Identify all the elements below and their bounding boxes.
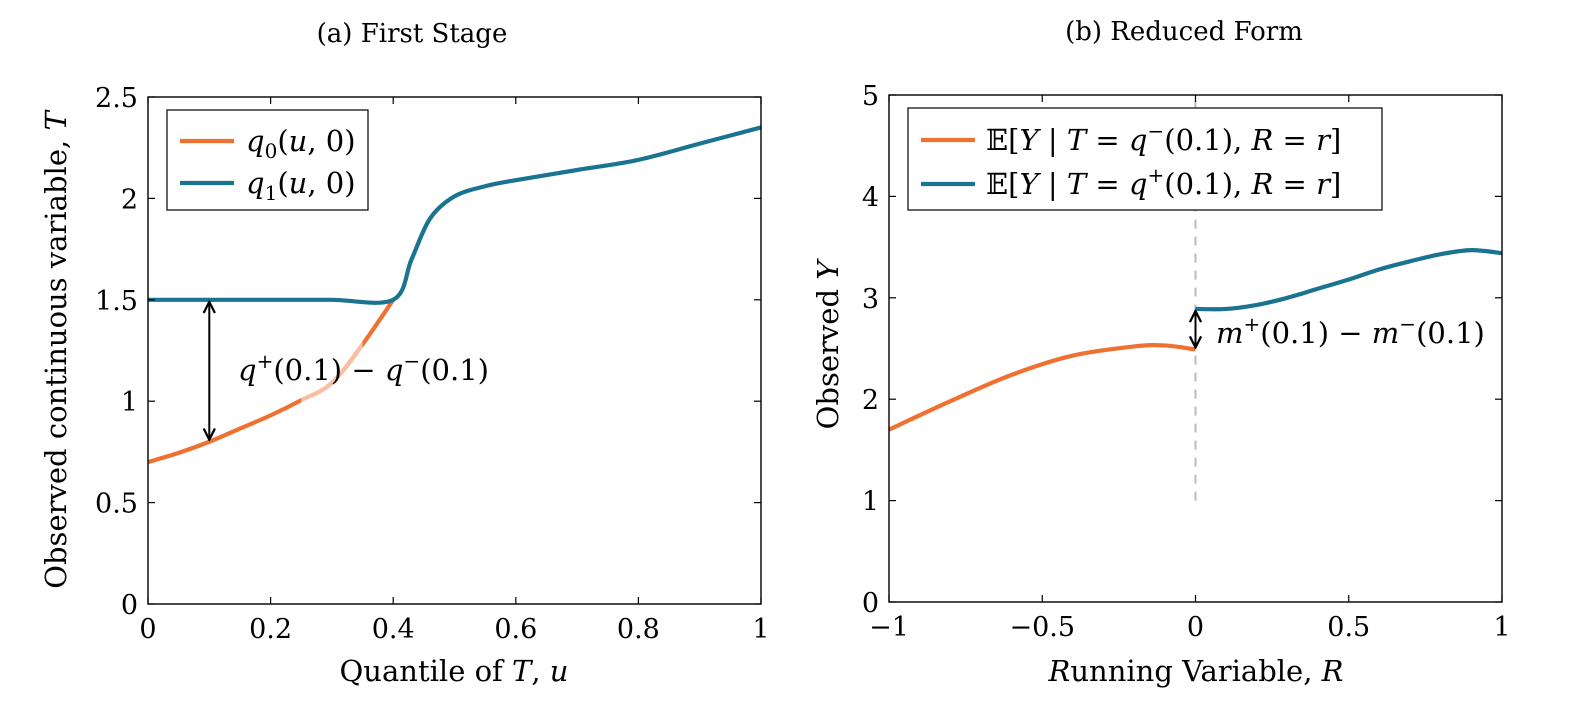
series-line-1: [147, 125, 762, 305]
panel-a-title: (a) First Stage: [317, 19, 508, 49]
y-tick-label: 0.5: [95, 489, 138, 520]
legend-label-upper: 𝔼[Y | T = q+(0.1), R = r]: [986, 163, 1341, 201]
y-tick-label: 0: [121, 590, 138, 621]
y-tick-label: 3: [862, 284, 879, 315]
panel-a-axes-frame: [147, 96, 762, 605]
x-tick-label: −0.5: [1009, 612, 1075, 643]
y-tick-label: 1: [121, 387, 138, 418]
panel-a-ticks: 0 0.2 0.4 0.6 0.8 1 0 0.5 1 1.5 2 2.5: [95, 83, 770, 645]
x-tick-label: −1: [869, 612, 909, 643]
x-tick-label: 1: [752, 614, 769, 645]
x-tick-label: 0: [139, 614, 156, 645]
series-faded-overlay: [301, 340, 363, 403]
panel-b-y-axis-label: Observed Y: [811, 258, 845, 430]
y-tick-label: 2: [862, 385, 879, 416]
panel-b-x-axis-label: Running Variable, R: [1047, 654, 1343, 688]
x-tick-label: 1: [1493, 612, 1510, 643]
panel-b-annotation-label: m+(0.1) − m−(0.1): [1216, 312, 1485, 350]
panel-a-annotation-label: q+(0.1) − q−(0.1): [238, 349, 489, 387]
x-tick-label: 0: [1187, 612, 1204, 643]
panel-b-plot-area: [888, 95, 1503, 501]
panel-a-legend: q0(u, 0) q1(u, 0): [166, 109, 369, 211]
series-line-0: [888, 343, 1196, 432]
y-tick-label: 1.5: [95, 286, 138, 317]
panel-b-reduced-form: (b) Reduced Form −1 −0.5 0 0.5 1 0 1 2 3 4 5 Runni…: [811, 17, 1511, 688]
panel-b-legend: 𝔼[Y | T = q−(0.1), R = r] 𝔼[Y | T = q+(0…: [907, 107, 1383, 211]
x-tick-label: 0.6: [494, 614, 537, 645]
y-tick-label: 2: [121, 184, 138, 215]
panel-b-title: (b) Reduced Form: [1065, 17, 1303, 47]
y-tick-label: 2.5: [95, 83, 138, 114]
panel-b-legend-box: [907, 107, 1383, 211]
legend-label-q0: q0(u, 0): [246, 124, 356, 163]
y-tick-label: 5: [862, 81, 879, 112]
panel-a-x-axis-label: Quantile of T, u: [340, 654, 569, 688]
panel-b-ticks: −1 −0.5 0 0.5 1 0 1 2 3 4 5: [862, 81, 1511, 643]
panel-a-y-axis-label: Observed continuous variable, T: [39, 109, 73, 589]
panel-a-legend-box: [166, 109, 369, 211]
y-tick-label: 4: [862, 182, 879, 213]
series-line-1: [1195, 248, 1503, 312]
legend-label-lower: 𝔼[Y | T = q−(0.1), R = r]: [986, 119, 1341, 157]
x-tick-label: 0.2: [249, 614, 292, 645]
y-tick-label: 0: [862, 588, 879, 619]
panel-a-plot-area: [147, 125, 762, 465]
legend-label-q1: q1(u, 0): [246, 166, 356, 205]
x-tick-label: 0.4: [372, 614, 415, 645]
x-tick-label: 0.5: [1327, 612, 1370, 643]
y-tick-label: 1: [862, 487, 879, 518]
x-tick-label: 0.8: [617, 614, 660, 645]
panel-a-first-stage: (a) First Stage 0 0.2 0.4 0.6 0.8 1 0 0.5 1 1.5 2 2…: [39, 19, 770, 688]
